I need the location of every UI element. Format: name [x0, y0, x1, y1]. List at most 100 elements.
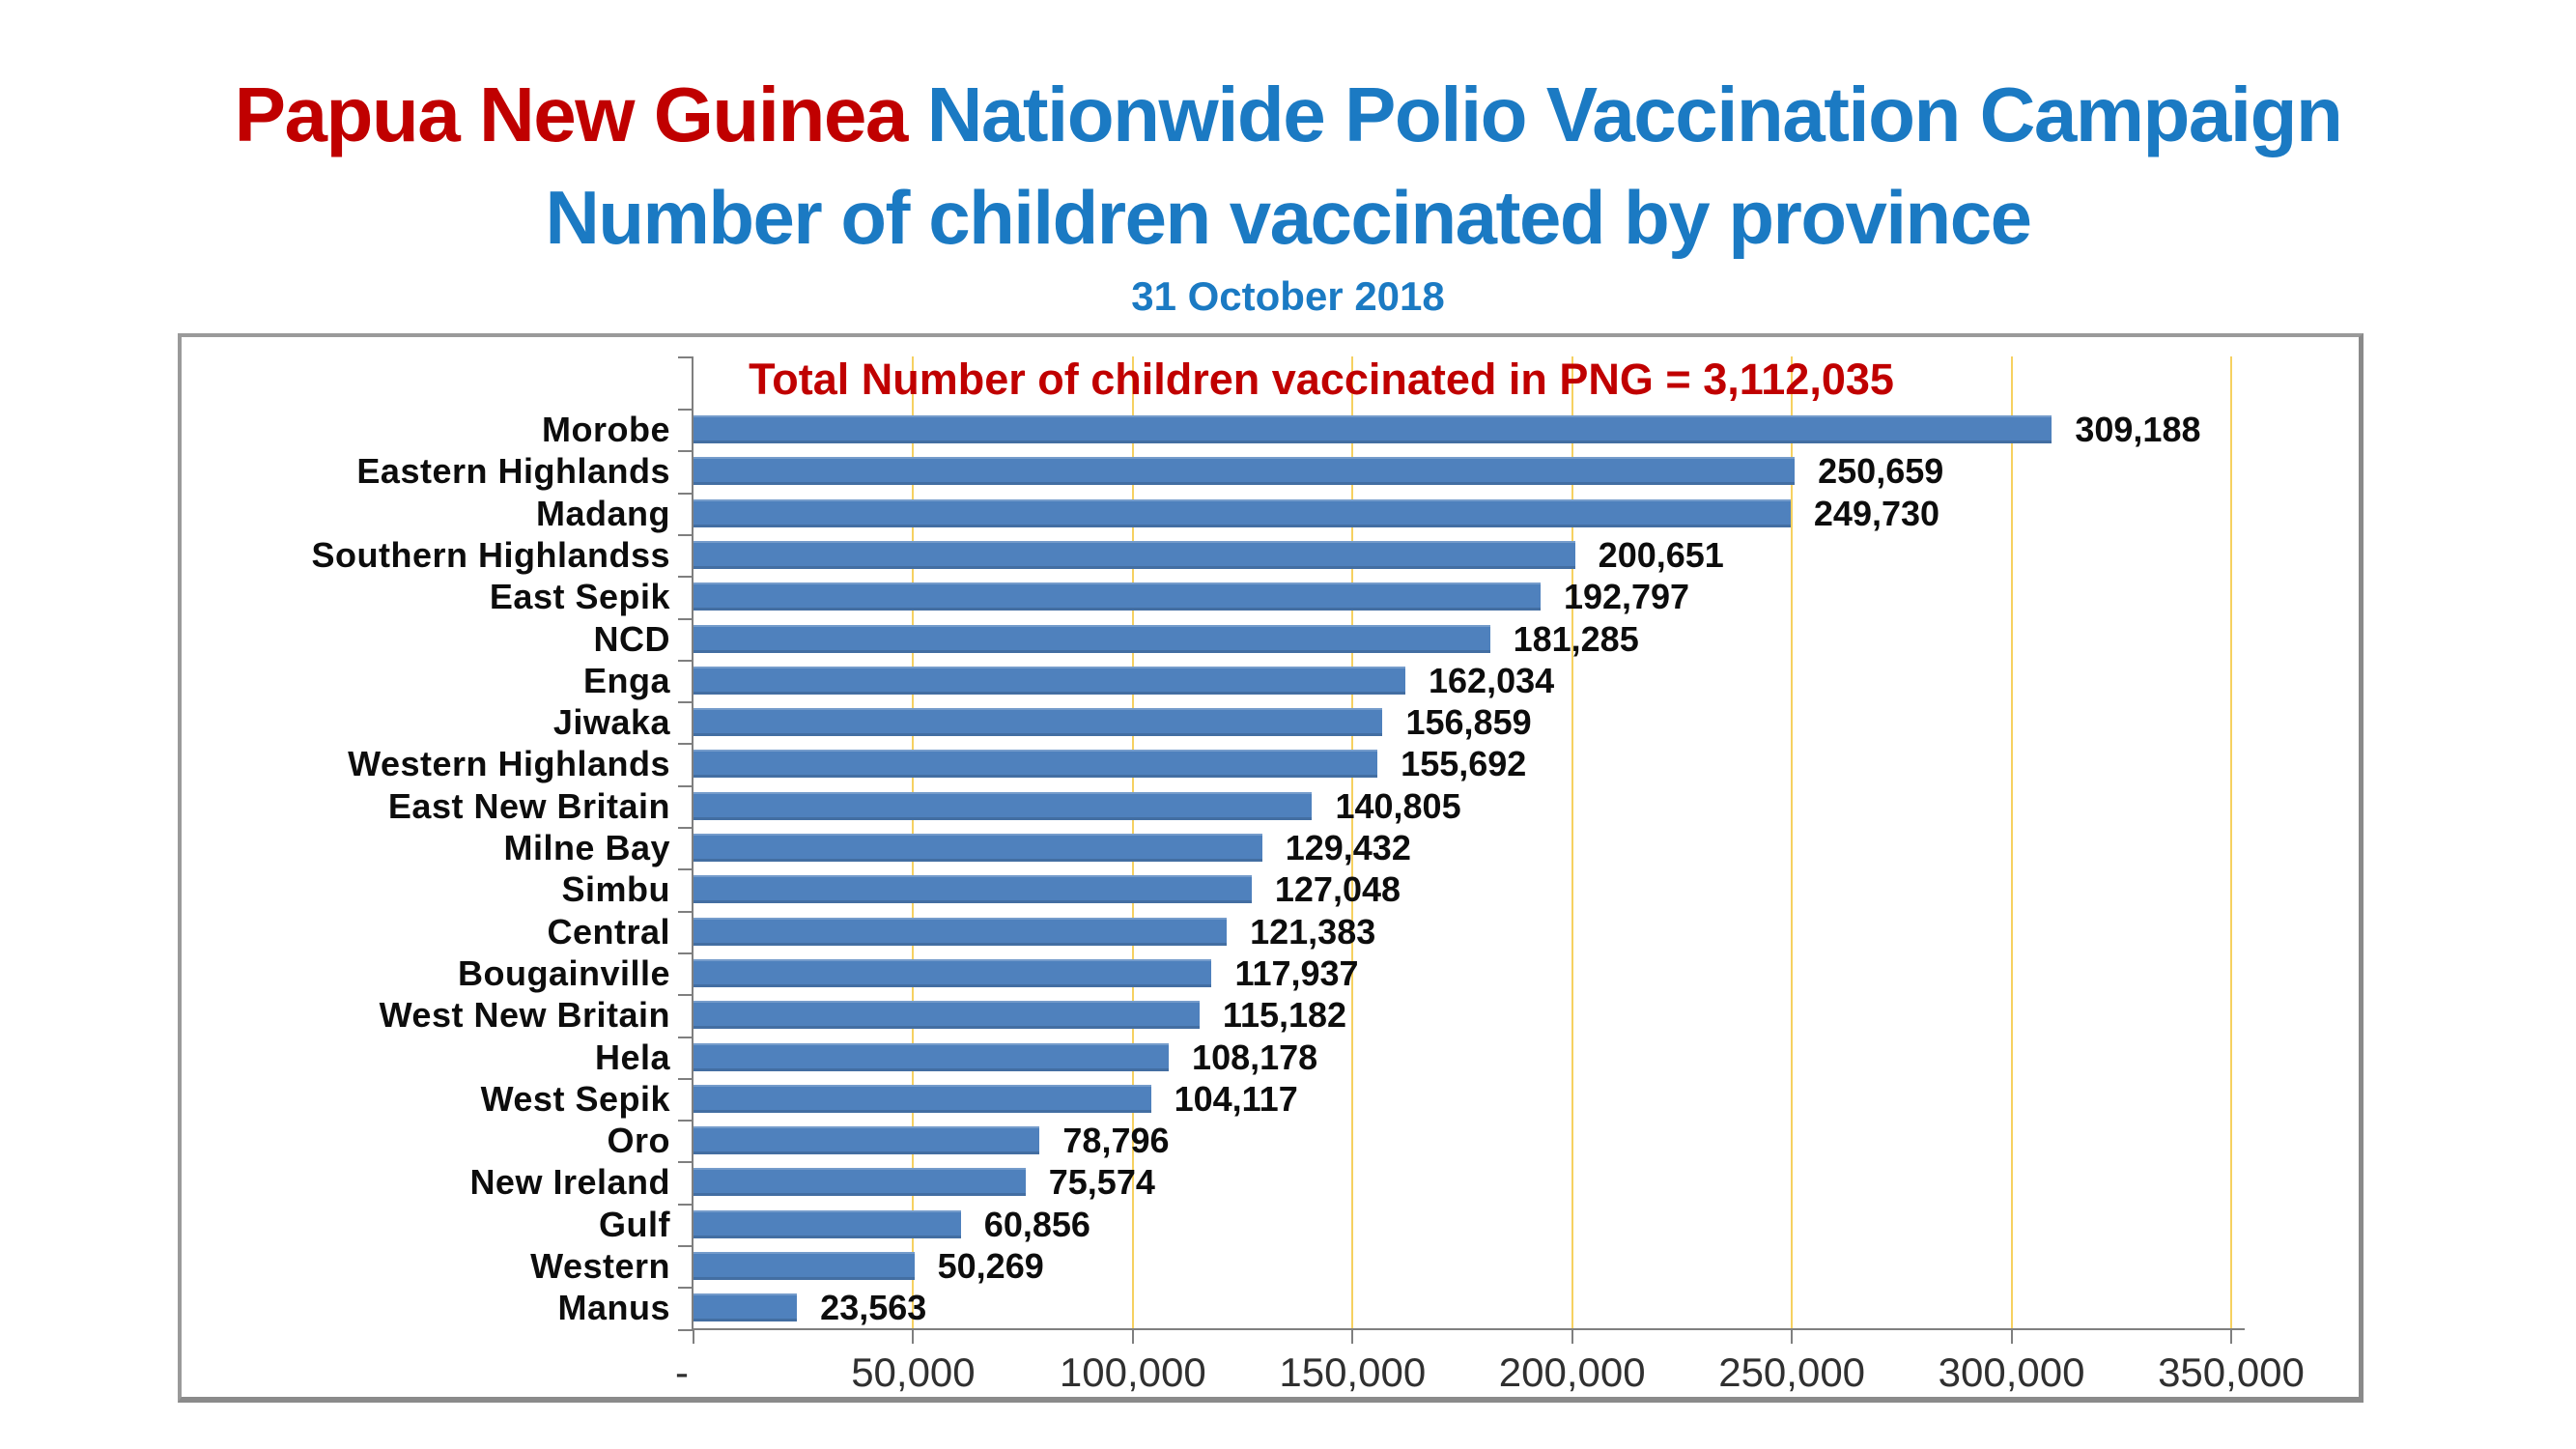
x-axis-label: -: [675, 1350, 689, 1395]
bar: [694, 1293, 798, 1322]
bar-row: West Sepik 104,117: [182, 1078, 2359, 1120]
value-label: 108,178: [1192, 1037, 1318, 1077]
y-axis-tick: [678, 409, 694, 411]
bar: [694, 1252, 915, 1280]
category-label: East New Britain: [387, 785, 670, 826]
bar-row: Southern Highlandss 200,651: [182, 534, 2359, 576]
value-label: 250,659: [1818, 451, 1944, 492]
y-axis-tick: [678, 533, 694, 536]
gridline: [1571, 356, 1573, 1328]
category-label: West Sepik: [480, 1078, 670, 1119]
x-axis-label: 200,000: [1498, 1350, 1646, 1395]
y-axis-tick: [678, 1287, 694, 1290]
x-axis-line: [692, 1328, 2245, 1330]
category-label: Western Highlands: [348, 744, 670, 784]
x-axis-label: 150,000: [1279, 1350, 1427, 1395]
category-label: Manus: [557, 1288, 670, 1328]
y-axis-tick: [678, 868, 694, 871]
bar: [694, 582, 1541, 611]
bar: [694, 624, 1490, 653]
value-label: 115,182: [1222, 995, 1347, 1036]
y-axis-tick: [678, 356, 694, 358]
y-axis-tick: [678, 1161, 694, 1164]
value-label: 156,859: [1405, 702, 1532, 743]
bar: [694, 1209, 961, 1238]
bar: [694, 415, 2052, 443]
bar: [694, 666, 1406, 695]
category-label: Bougainville: [457, 952, 670, 993]
value-label: 104,117: [1174, 1078, 1298, 1119]
bar: [694, 457, 1796, 486]
bar-row: Enga 162,034: [182, 660, 2359, 701]
category-label: Gulf: [599, 1204, 670, 1244]
bar: [694, 958, 1212, 987]
bar: [694, 498, 1791, 527]
value-label: 23,563: [820, 1288, 927, 1328]
value-label: 162,034: [1429, 660, 1555, 700]
bar: [694, 1126, 1040, 1155]
y-axis-tick: [678, 1077, 694, 1080]
category-label: Western: [530, 1246, 670, 1286]
bar: [694, 834, 1262, 862]
x-axis-tick: [2010, 1328, 2013, 1344]
bar-row: Milne Bay 129,432: [182, 827, 2359, 868]
x-axis-tick: [1791, 1328, 1794, 1344]
y-axis-tick: [678, 743, 694, 746]
category-label: Hela: [594, 1037, 670, 1077]
bar-row: Simbu 127,048: [182, 868, 2359, 910]
category-label: NCD: [593, 618, 670, 659]
category-label: Madang: [535, 493, 670, 533]
y-axis-tick: [678, 1245, 694, 1247]
category-label: Milne Bay: [503, 828, 670, 867]
bar: [694, 791, 1313, 820]
bar-row: Manus 23,563: [182, 1287, 2359, 1328]
y-axis-tick: [678, 576, 694, 579]
category-label: Enga: [582, 660, 670, 700]
y-axis-tick: [678, 450, 694, 453]
value-label: 140,805: [1335, 785, 1461, 826]
bar-row: Madang 249,730: [182, 493, 2359, 534]
category-label: Southern Highlandss: [311, 534, 670, 575]
value-label: 181,285: [1513, 618, 1639, 659]
bar-row: Eastern Highlands 250,659: [182, 450, 2359, 492]
value-label: 50,269: [937, 1246, 1044, 1286]
title-country: Papua New Guinea: [234, 71, 927, 157]
y-axis-tick: [678, 1203, 694, 1206]
title-campaign: Nationwide Polio Vaccination Campaign: [926, 71, 2343, 157]
bar-row: NCD 181,285: [182, 618, 2359, 660]
value-label: 249,730: [1813, 493, 1940, 533]
value-label: 121,383: [1250, 911, 1376, 952]
y-axis-line: [692, 356, 694, 1330]
title-date: 31 October 2018: [1131, 273, 1445, 319]
bar: [694, 708, 1383, 737]
y-axis-tick: [678, 910, 694, 913]
y-axis-tick: [678, 1036, 694, 1038]
value-label: 200,651: [1598, 534, 1724, 575]
value-label: 60,856: [983, 1204, 1090, 1244]
category-label: Eastern Highlands: [356, 451, 670, 492]
y-axis-tick: [678, 994, 694, 997]
x-axis-label: 250,000: [1718, 1350, 1866, 1395]
category-label: Oro: [607, 1121, 670, 1161]
bar: [694, 540, 1575, 569]
x-axis-label: 50,000: [851, 1350, 976, 1395]
category-label: Jiwaka: [552, 702, 670, 743]
bar: [694, 1001, 1200, 1030]
bar: [694, 1084, 1151, 1113]
bar-row: Morobe 309,188: [182, 409, 2359, 450]
y-axis-tick: [678, 784, 694, 787]
bar: [694, 750, 1378, 779]
value-label: 117,937: [1234, 952, 1359, 993]
y-axis-tick: [678, 1328, 694, 1331]
bar-row: West New Britain 115,182: [182, 994, 2359, 1036]
value-label: 309,188: [2075, 410, 2201, 449]
bar-row: East New Britain 140,805: [182, 785, 2359, 827]
x-axis-tick: [1131, 1328, 1134, 1344]
bar-row: East Sepik 192,797: [182, 576, 2359, 617]
title-line-2: Number of children vaccinated by provinc…: [545, 175, 2032, 260]
y-axis-tick: [678, 659, 694, 662]
x-axis-tick: [2230, 1328, 2232, 1344]
bar-row: Western 50,269: [182, 1245, 2359, 1287]
y-axis-tick: [678, 492, 694, 495]
